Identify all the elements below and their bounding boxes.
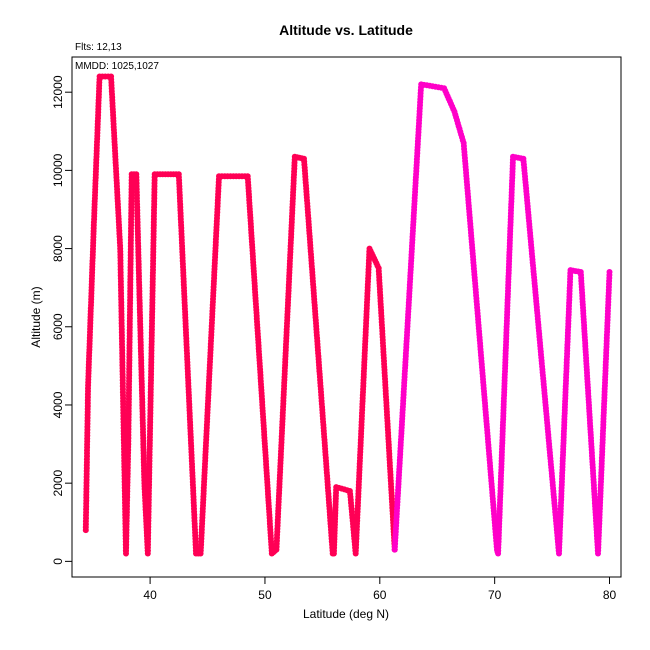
- flights-note: Flts: 12,13: [75, 42, 122, 53]
- x-tick-label: 70: [488, 588, 502, 602]
- x-tick-label: 60: [373, 588, 387, 602]
- series-2: [391, 81, 613, 557]
- y-tick-label: 8000: [51, 235, 65, 262]
- series-1: [82, 73, 398, 557]
- x-axis-label: Latitude (deg N): [303, 607, 389, 621]
- y-tick-label: 2000: [51, 469, 65, 496]
- x-tick-label: 50: [258, 588, 272, 602]
- y-tick-label: 10000: [51, 153, 65, 187]
- data-point: [606, 269, 613, 275]
- data-layer: [82, 73, 613, 557]
- y-tick-label: 6000: [51, 313, 65, 340]
- y-tick-label: 4000: [51, 391, 65, 418]
- x-axis: 40 50 60 70 80: [143, 576, 617, 602]
- y-tick-label: 12000: [51, 75, 65, 109]
- y-tick-label: 0: [51, 558, 65, 565]
- y-axis-label: Altitude (m): [29, 286, 43, 347]
- x-tick-label: 80: [603, 588, 617, 602]
- chart-title: Altitude vs. Latitude: [279, 22, 413, 38]
- x-tick-label: 40: [143, 588, 157, 602]
- dates-note: MMDD: 1025,1027: [75, 61, 159, 72]
- y-axis: 0 2000 4000 6000 8000 10000 12000: [51, 75, 73, 565]
